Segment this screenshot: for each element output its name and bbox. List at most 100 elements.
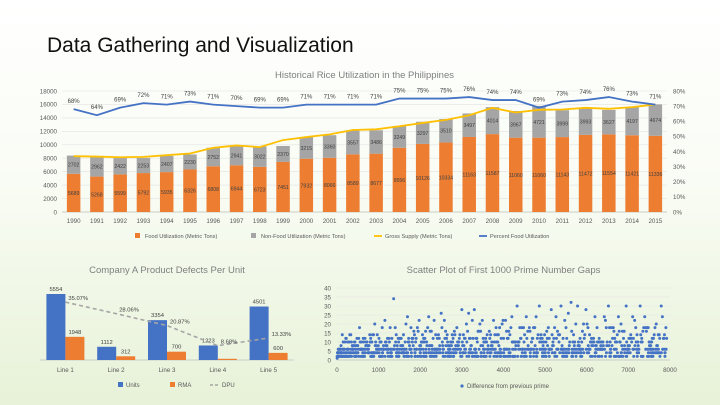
bar-rma [116,356,136,360]
scatter-point [576,351,580,355]
scatter-point [454,351,458,355]
scatter-point [475,336,479,340]
legend-swatch [251,233,256,238]
scatter-point [485,340,489,344]
x-tick-label: 8000 [663,367,677,374]
scatter-point [633,344,637,348]
scatter-point [583,333,587,337]
scatter-point [484,354,488,358]
scatter-point [406,351,410,355]
bar-nonfood [253,146,267,167]
bar-units-label: 4501 [253,300,266,306]
scatter-point [490,344,494,348]
scatter-point [641,354,645,358]
x-tick-label: 1999 [276,218,290,225]
scatter-point [383,318,387,322]
scatter-point [441,344,445,348]
percent-label: 73% [556,92,569,98]
scatter-point [518,347,522,351]
scatter-point [506,336,510,340]
bar-food [602,134,616,212]
bar-food-label: 6808 [207,187,219,193]
scatter-point [539,333,543,337]
bar-food [322,157,337,212]
scatter-point [604,351,608,355]
scatter-point [456,344,460,348]
scatter-point [550,333,554,337]
bar-rma [65,336,85,360]
scatter-point [415,347,419,351]
scatter-point [450,333,454,337]
bar-nonfood [90,156,104,177]
percent-label: 75% [417,89,430,95]
bar-food-label: 11060 [532,173,546,179]
x-tick-label: 1996 [206,218,220,225]
scatter-point [413,354,417,358]
scatter-point [651,347,655,351]
bar-units [148,320,167,360]
scatter-point [508,351,512,355]
y-tick-label: 10 [324,339,331,346]
bar-food-label: 11336 [648,172,662,178]
bar-food-label: 7932 [301,183,313,189]
bar-nonfood-label: 2230 [184,160,196,166]
scatter-point [446,340,450,344]
scatter-point [411,344,415,348]
scatter-point [409,354,413,358]
bar-food [253,166,267,212]
scatter-point [377,336,381,340]
scatter-point [592,336,596,340]
percent-label: 71% [300,95,313,101]
scatter-point [535,354,539,358]
scatter-point [442,318,446,322]
scatter-point [580,340,584,344]
scatter-point [486,351,490,355]
percent-label: 68% [68,99,81,105]
legend-swatch [118,382,123,387]
scatter-point [460,308,464,312]
scatter-point [623,351,627,355]
scatter-point [350,354,354,358]
scatter-point [390,336,394,340]
scatter-point [593,315,597,319]
bar-food-label: 5689 [68,191,80,197]
bar-food-label: 10126 [415,176,430,182]
scatter-point [363,351,367,355]
scatter-point [606,304,610,308]
bar-nonfood [532,105,546,138]
scatter-point [599,344,603,348]
scatter-point [555,354,559,358]
scatter-point [459,347,463,351]
bar-food [392,147,407,212]
scatter-point [465,340,469,344]
legend-label: Difference from previous prime [467,384,550,390]
x-tick-label: 2004 [393,218,407,225]
scatter-point [439,311,443,315]
scatter-point [374,344,378,348]
bar-nonfood-label: 3360 [324,144,336,150]
scatter-point [580,329,584,333]
scatter-point [593,354,597,358]
scatter-point [403,340,407,344]
legend-label: DPU [222,383,235,389]
scatter-point [615,351,619,355]
scatter-point [492,318,496,322]
bar-nonfood [322,135,337,158]
scatter-point [560,344,564,348]
scatter-point [536,333,540,337]
scatter-point [586,326,590,330]
scatter-point [438,351,442,355]
bar-food [159,172,174,212]
scatter-point [554,315,558,319]
scatter-point [488,336,492,340]
scatter-point [448,347,452,351]
scatter-point [627,347,631,351]
scatter-point [510,315,514,319]
scatter-point [429,329,433,333]
bar-nonfood-label: 2941 [231,153,243,159]
x-tick-label: 1991 [90,218,104,225]
scatter-point [499,336,503,340]
scatter-point [569,300,573,304]
scatter-point [487,329,491,333]
scatter-point [549,308,553,312]
